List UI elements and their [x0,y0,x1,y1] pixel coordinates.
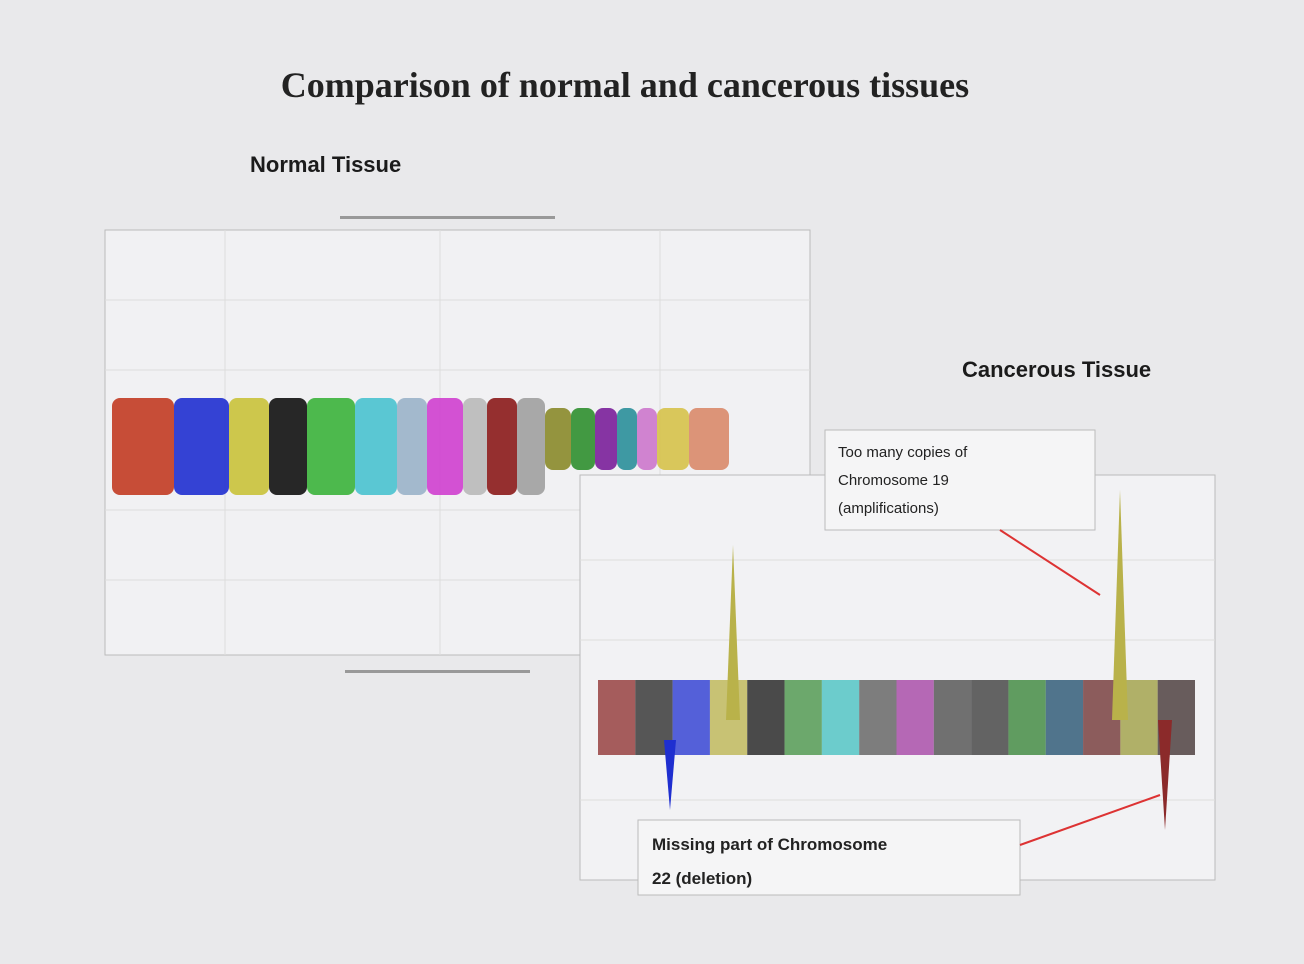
scatter-cloud [971,680,1009,755]
scatter-cloud [463,398,487,495]
callout-box [637,819,1021,896]
cancer-plot [579,474,1216,881]
scatter-cloud [657,408,689,470]
scatter-cloud [747,680,785,755]
scatter-cloud [174,398,229,495]
scatter-cloud [896,680,934,755]
scatter-cloud [545,408,571,470]
scatter-cloud [726,545,740,720]
callout-text: (amplifications) [838,500,939,517]
scatter-cloud [269,398,307,495]
callout-text: Chromosome 19 [838,472,949,489]
axis-caption-blur [345,670,530,673]
scatter-cloud [617,408,637,470]
arrow [1019,794,1161,846]
scatter-cloud [517,398,545,495]
slide-title: Comparison of normal and cancerous tissu… [281,65,969,105]
callout-text: 22 (deletion) [652,869,752,888]
scatter-cloud [689,408,729,470]
scatter-cloud [784,680,822,755]
scatter-cloud [355,398,397,495]
scatter-cloud [933,680,972,755]
scatter-cloud [1008,680,1046,755]
scatter-cloud [307,398,355,495]
callout-box [824,429,1096,531]
scatter-cloud [859,680,897,755]
grid [580,559,1215,801]
scatter-cloud [595,408,617,470]
scatter-cloud [1112,490,1128,720]
scatter-cloud [821,680,860,755]
scatter-cloud [397,398,427,495]
normal-label: Normal Tissue [250,152,401,177]
callout-text: Too many copies of [838,444,968,461]
plot-caption-blur [340,216,555,219]
callout-text: Missing part of Chromosome [652,835,887,854]
scatter-cloud [1045,680,1084,755]
scatter-cloud [598,680,636,755]
scatter-cloud [637,408,657,470]
scatter-cloud [427,398,463,495]
scatter-cloud [664,740,676,810]
arrow [999,529,1101,596]
scatter-cloud [112,398,174,495]
scatter-cloud [1158,720,1172,830]
cancer-label: Cancerous Tissue [962,357,1151,382]
scatter-cloud [571,408,595,470]
scatter-cloud [487,398,517,495]
scatter-cloud [672,680,710,755]
scatter-cloud [229,398,269,495]
